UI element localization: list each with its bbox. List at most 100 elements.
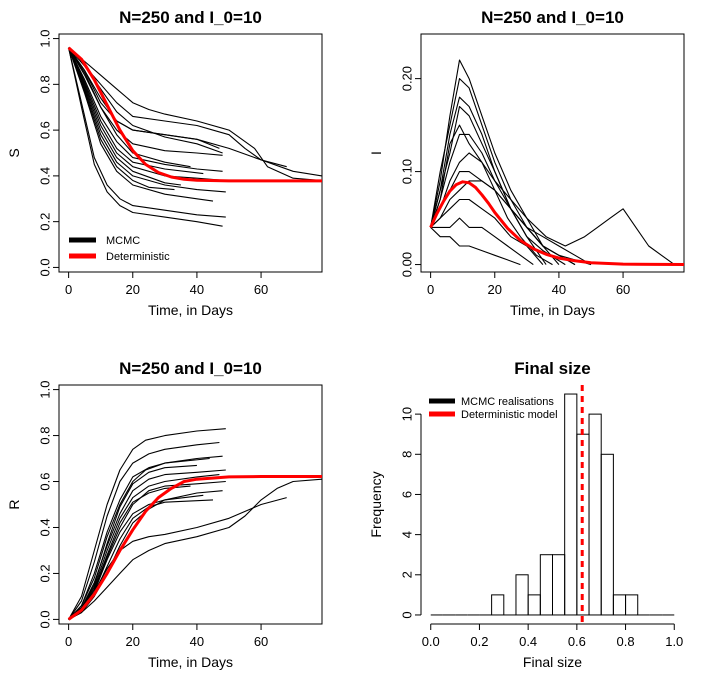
plot-area bbox=[429, 59, 684, 266]
plot-area bbox=[67, 428, 322, 621]
y-tick-label: 0.10 bbox=[400, 159, 415, 184]
histogram-bar bbox=[625, 594, 639, 616]
y-axis-label: S bbox=[6, 148, 22, 157]
histogram-bar bbox=[539, 554, 554, 616]
mcmc-series-line bbox=[430, 133, 560, 265]
y-axis: 0.0 0.2 0.4 0.6 0.8 1.0 bbox=[38, 30, 60, 276]
x-tick-label: 60 bbox=[616, 282, 630, 297]
y-tick-label: 0.0 bbox=[38, 610, 53, 628]
legend-label: Deterministic bbox=[106, 251, 170, 263]
mcmc-series-line bbox=[68, 47, 204, 175]
y-axis-label: R bbox=[6, 499, 22, 509]
mcmc-series-line bbox=[68, 47, 175, 191]
x-axis-label: Time, in Days bbox=[510, 302, 595, 318]
x-axis-label: Time, in Days bbox=[148, 654, 233, 670]
x-tick-label: 60 bbox=[254, 282, 268, 297]
mcmc-series-line bbox=[68, 47, 322, 182]
histogram bbox=[430, 385, 675, 624]
histogram-bar bbox=[600, 453, 614, 616]
x-tick-label: 0 bbox=[65, 634, 72, 649]
legend-label: MCMC bbox=[106, 235, 140, 247]
panel-S: N=250 and I_0=10 Time, in Days S 0 20 40 60 0.0… bbox=[6, 8, 323, 318]
plot-area bbox=[67, 46, 322, 227]
x-axis-label: Final size bbox=[523, 654, 582, 670]
y-tick-label: 0.6 bbox=[38, 121, 53, 139]
y-tick-label: 2 bbox=[400, 571, 415, 578]
y-tick-label: 0 bbox=[400, 611, 415, 618]
mcmc-series-line bbox=[68, 47, 223, 227]
mcmc-series-line bbox=[68, 47, 214, 202]
mcmc-series-line bbox=[68, 47, 287, 168]
histogram-bar bbox=[612, 594, 627, 616]
mcmc-series-line bbox=[68, 457, 210, 620]
y-axis-label: Frequency bbox=[368, 471, 384, 537]
y-tick-label: 0.8 bbox=[38, 427, 53, 445]
mcmc-series-line bbox=[68, 47, 226, 182]
y-tick-label: 0.6 bbox=[38, 472, 53, 490]
deterministic-line bbox=[67, 46, 322, 183]
mcmc-series-line bbox=[68, 47, 226, 218]
mcmc-series-line bbox=[68, 441, 220, 620]
histogram-bar bbox=[552, 554, 566, 616]
x-tick-label: 0.8 bbox=[617, 634, 635, 649]
x-tick-label: 0 bbox=[427, 282, 434, 297]
mcmc-series-line bbox=[68, 469, 226, 620]
mcmc-series-line bbox=[68, 47, 191, 168]
y-tick-label: 0.20 bbox=[400, 66, 415, 91]
histogram-bar bbox=[588, 413, 602, 616]
y-tick-label: 0.2 bbox=[38, 213, 53, 231]
plot-frame bbox=[420, 33, 685, 273]
mcmc-series-line bbox=[430, 96, 547, 265]
deterministic-line bbox=[67, 475, 322, 621]
x-tick-label: 40 bbox=[190, 282, 204, 297]
x-axis: 0 20 40 60 bbox=[65, 623, 268, 649]
mcmc-series-line bbox=[68, 455, 223, 620]
mcmc-series-line bbox=[68, 485, 191, 620]
histogram-bar bbox=[491, 594, 505, 616]
mcmc-series-line bbox=[68, 478, 322, 620]
chart-title: Final size bbox=[514, 359, 591, 378]
mcmc-series-line bbox=[430, 198, 544, 265]
y-tick-label: 1.0 bbox=[38, 381, 53, 399]
x-tick-label: 60 bbox=[254, 634, 268, 649]
x-axis-label: Time, in Days bbox=[148, 302, 233, 318]
mcmc-series-line bbox=[68, 47, 223, 172]
y-axis: 0 2 4 6 8 10 bbox=[400, 407, 422, 619]
x-tick-label: 20 bbox=[126, 634, 140, 649]
y-tick-label: 0.4 bbox=[38, 167, 53, 185]
x-tick-label: 0.2 bbox=[470, 634, 488, 649]
mcmc-series-line bbox=[68, 474, 220, 620]
x-tick-label: 40 bbox=[552, 282, 566, 297]
y-tick-label: 4 bbox=[400, 531, 415, 538]
y-axis: 0.0 0.2 0.4 0.6 0.8 1.0 bbox=[38, 381, 60, 628]
mcmc-series-line bbox=[68, 47, 226, 193]
mcmc-series-line bbox=[68, 428, 226, 620]
mcmc-series-line bbox=[430, 59, 576, 266]
y-tick-label: 0.8 bbox=[38, 75, 53, 93]
y-axis: 0.00 0.10 0.20 bbox=[400, 66, 422, 277]
x-tick-label: 20 bbox=[126, 282, 140, 297]
x-tick-label: 0.4 bbox=[519, 634, 537, 649]
chart-title: N=250 and I_0=10 bbox=[119, 359, 262, 378]
x-axis: 0.0 0.2 0.4 0.6 0.8 1.0 bbox=[422, 623, 683, 649]
histogram-bar bbox=[515, 574, 529, 616]
x-tick-label: 0.6 bbox=[568, 634, 586, 649]
x-tick-label: 40 bbox=[190, 634, 204, 649]
y-tick-label: 10 bbox=[400, 407, 415, 421]
y-tick-label: 0.2 bbox=[38, 564, 53, 582]
mcmc-series-line bbox=[68, 47, 322, 177]
x-tick-label: 0 bbox=[65, 282, 72, 297]
plot-frame bbox=[58, 33, 323, 273]
y-axis-label: I bbox=[368, 151, 384, 155]
mcmc-series-line bbox=[68, 464, 197, 620]
chart-title: N=250 and I_0=10 bbox=[481, 8, 624, 27]
histogram-bar bbox=[564, 393, 578, 616]
x-tick-label: 1.0 bbox=[665, 634, 683, 649]
y-tick-label: 0.00 bbox=[400, 252, 415, 277]
x-axis: 0 20 40 60 bbox=[65, 271, 268, 297]
mcmc-series-line bbox=[68, 47, 181, 186]
deterministic-line bbox=[429, 180, 684, 266]
